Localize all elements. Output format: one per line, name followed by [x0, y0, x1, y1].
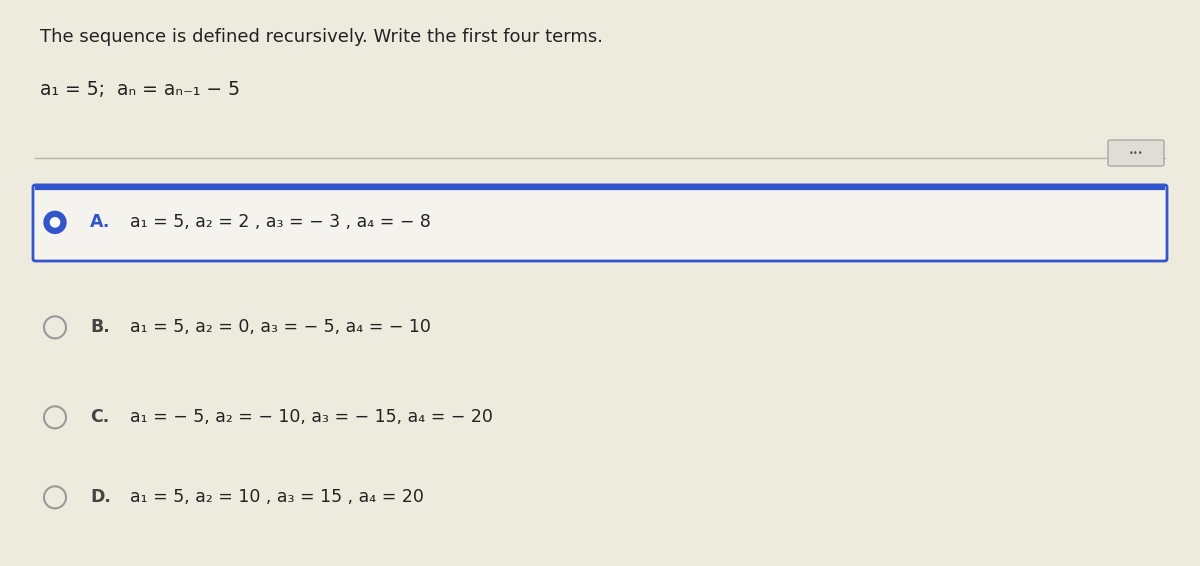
Text: A.: A.	[90, 213, 110, 231]
Text: a₁ = 5;  aₙ = aₙ₋₁ − 5: a₁ = 5; aₙ = aₙ₋₁ − 5	[40, 80, 240, 99]
Text: a₁ = 5, a₂ = 10 , a₃ = 15 , a₄ = 20: a₁ = 5, a₂ = 10 , a₃ = 15 , a₄ = 20	[130, 488, 424, 507]
Circle shape	[50, 218, 60, 227]
Text: •••: •••	[1129, 148, 1144, 157]
Text: B.: B.	[90, 318, 109, 336]
FancyBboxPatch shape	[34, 185, 1166, 261]
FancyBboxPatch shape	[1108, 140, 1164, 166]
Circle shape	[44, 211, 66, 233]
Text: The sequence is defined recursively. Write the first four terms.: The sequence is defined recursively. Wri…	[40, 28, 604, 46]
Text: D.: D.	[90, 488, 110, 507]
Text: a₁ = 5, a₂ = 2 , a₃ = − 3 , a₄ = − 8: a₁ = 5, a₂ = 2 , a₃ = − 3 , a₄ = − 8	[130, 213, 431, 231]
Text: a₁ = − 5, a₂ = − 10, a₃ = − 15, a₄ = − 20: a₁ = − 5, a₂ = − 10, a₃ = − 15, a₄ = − 2…	[130, 408, 493, 426]
Text: C.: C.	[90, 408, 109, 426]
Text: a₁ = 5, a₂ = 0, a₃ = − 5, a₄ = − 10: a₁ = 5, a₂ = 0, a₃ = − 5, a₄ = − 10	[130, 318, 431, 336]
